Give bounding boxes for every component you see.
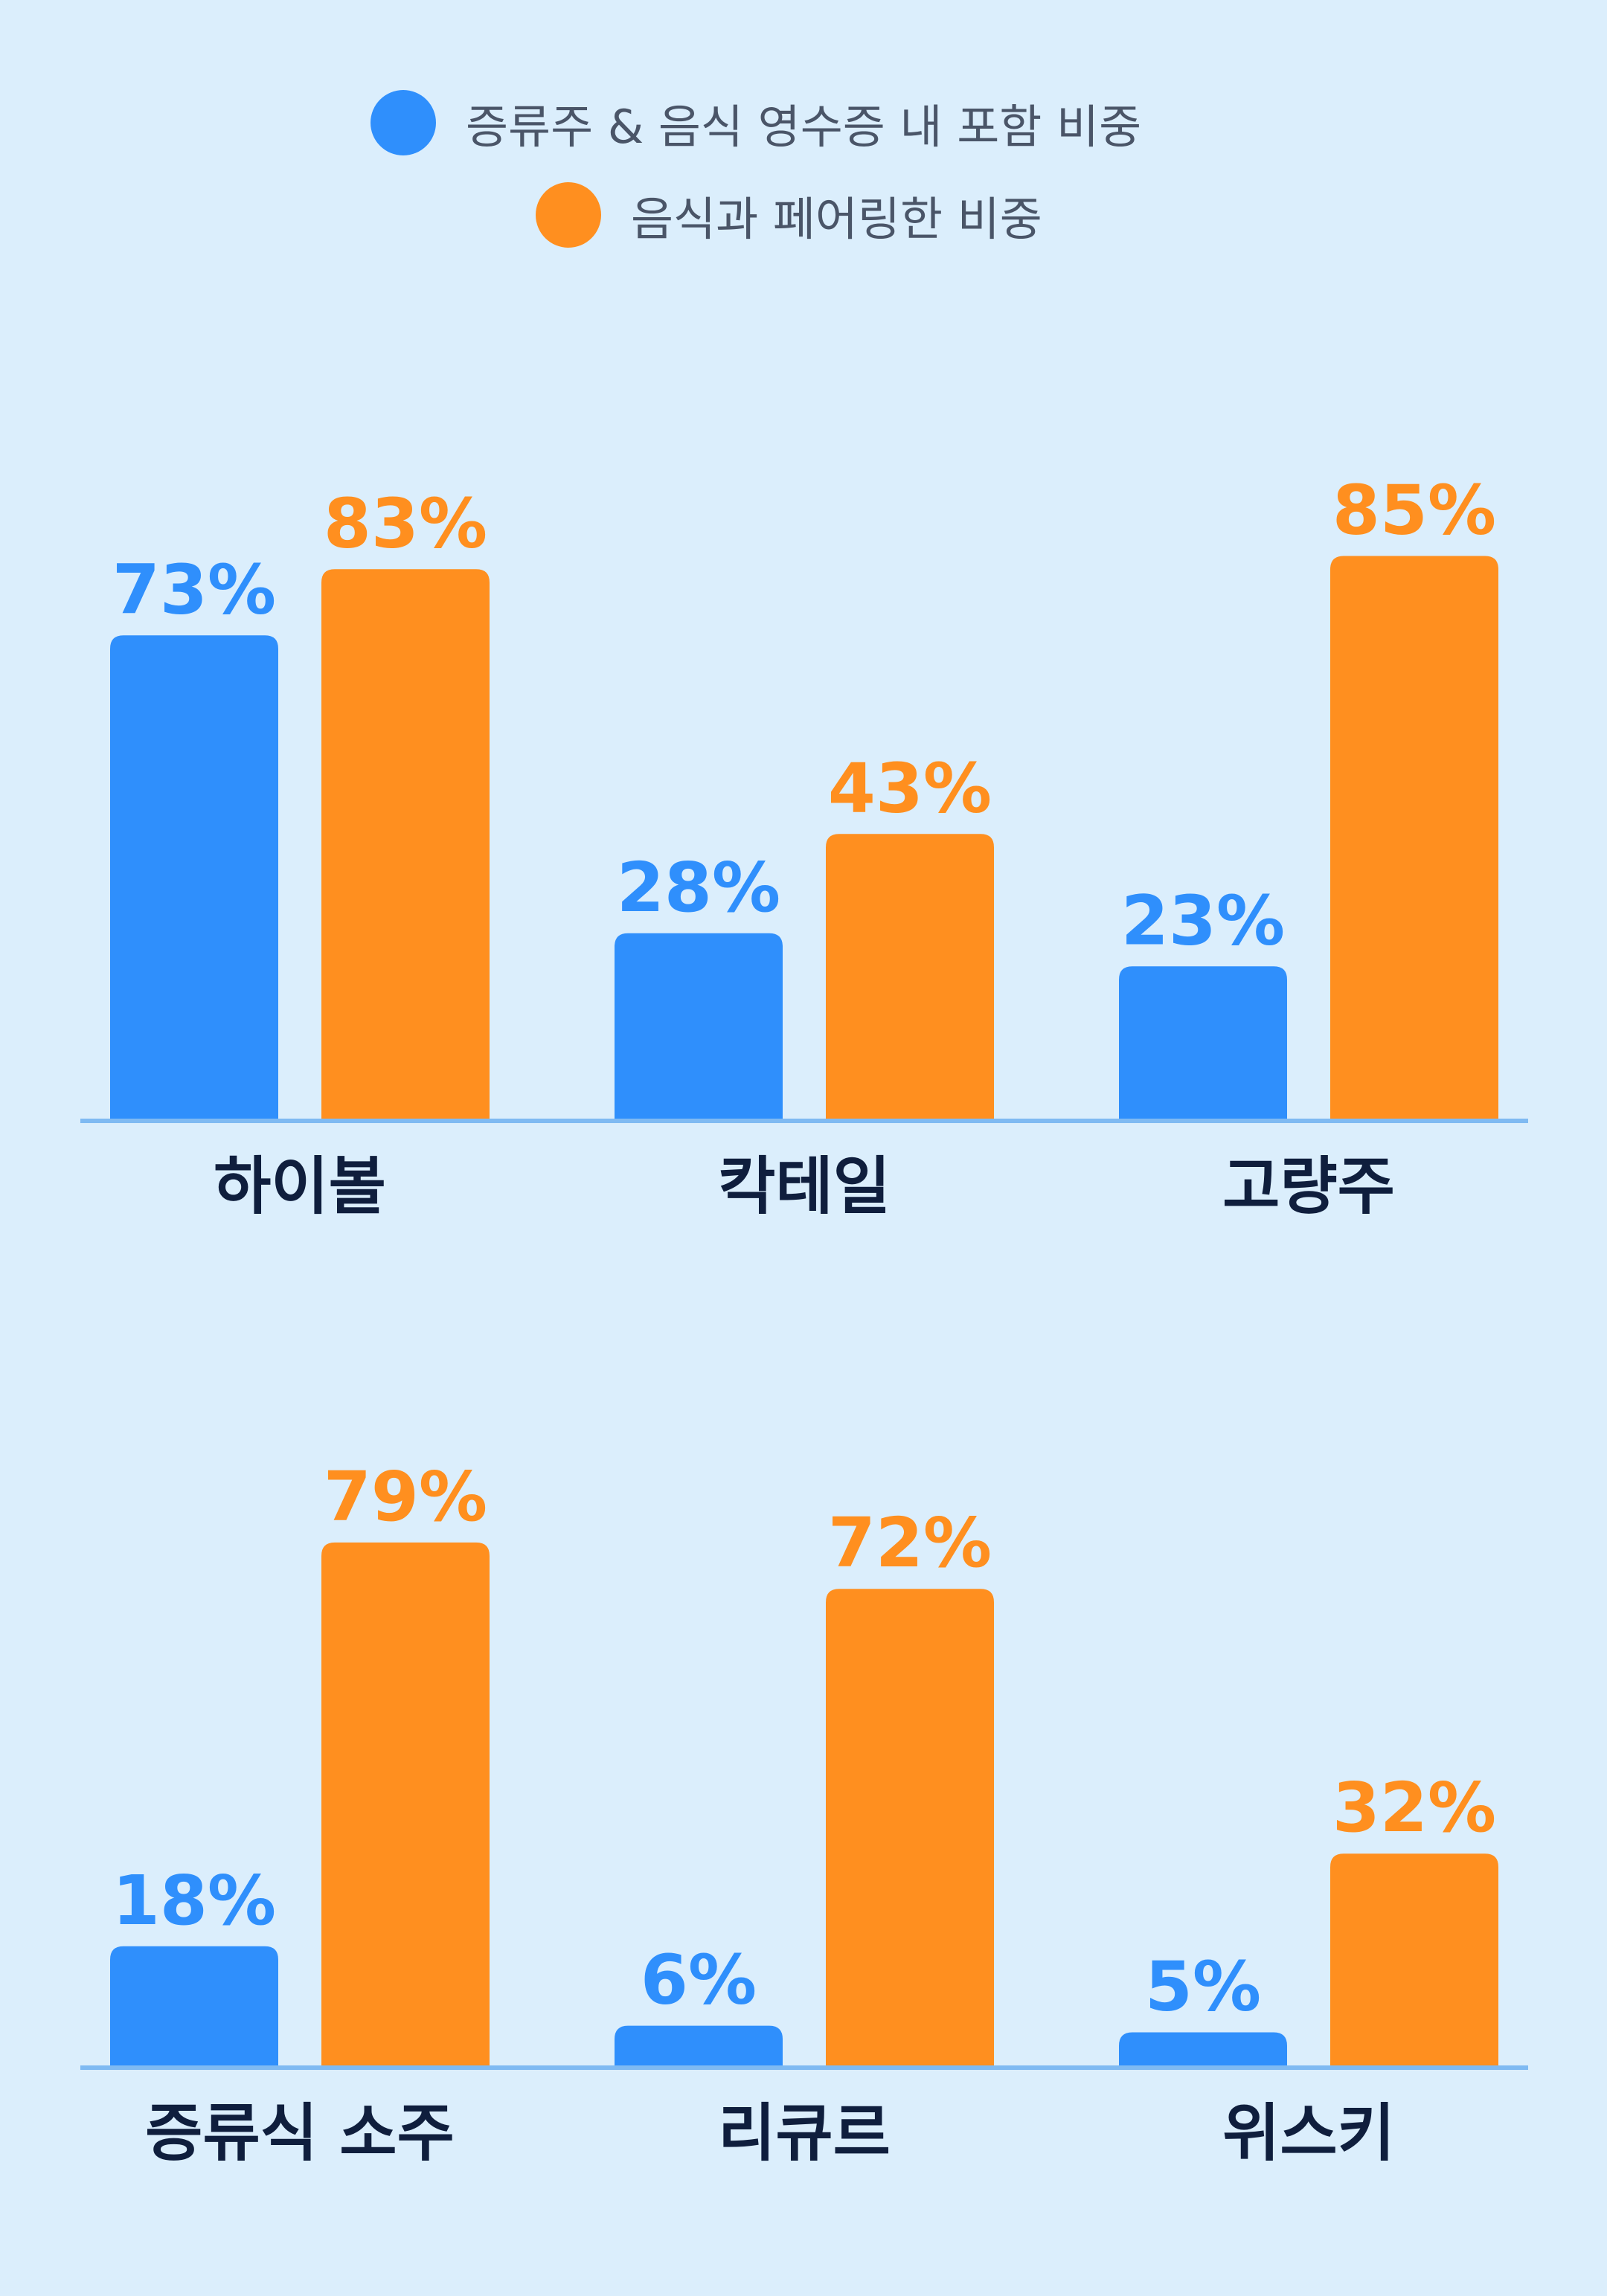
bar-orange-4	[826, 1589, 994, 2065]
bar-orange-5	[1330, 1853, 1498, 2065]
category-label-2: 고량주	[1222, 1150, 1395, 1223]
data-label-orange-2: 85%	[1332, 471, 1496, 550]
bar-orange-3	[321, 1542, 490, 2065]
category-label-4: 리큐르	[718, 2097, 891, 2170]
category-label-5: 위스키	[1222, 2097, 1395, 2170]
category-label-0: 하이볼	[214, 1150, 386, 1223]
data-label-blue-1: 28%	[617, 848, 780, 927]
data-label-blue-5: 5%	[1145, 1947, 1261, 2027]
legend-label-series-2: 음식과 페어링한 비중	[631, 192, 1042, 246]
data-label-orange-1: 43%	[828, 748, 992, 828]
bar-blue-2	[1119, 966, 1287, 1119]
legend-label-series-1: 증류주 & 음식 영수증 내 포함 비중	[466, 100, 1142, 154]
data-label-orange-3: 79%	[324, 1457, 487, 1537]
data-label-blue-0: 73%	[112, 550, 276, 629]
bar-orange-1	[826, 834, 994, 1119]
data-label-blue-4: 6%	[641, 1940, 757, 2020]
bar-blue-5	[1119, 2032, 1287, 2065]
bar-orange-0	[321, 569, 490, 1119]
legend-item-series-2: 음식과 페어링한 비중	[536, 181, 1042, 248]
legend-swatch-orange	[536, 182, 601, 248]
legend-item-series-1: 증류주 & 음식 영수증 내 포함 비중	[371, 89, 1141, 156]
data-label-orange-4: 72%	[828, 1503, 992, 1583]
data-label-orange-5: 32%	[1332, 1768, 1496, 1848]
data-label-blue-2: 23%	[1121, 881, 1285, 960]
bar-orange-2	[1330, 556, 1498, 1119]
bar-blue-1	[615, 933, 783, 1119]
legend-swatch-blue	[371, 90, 436, 155]
data-label-blue-3: 18%	[112, 1861, 276, 1940]
bar-blue-0	[110, 635, 278, 1119]
bar-blue-4	[615, 2025, 783, 2065]
data-label-orange-0: 83%	[324, 483, 487, 563]
bar-blue-3	[110, 1946, 278, 2065]
category-label-1: 칵테일	[718, 1150, 891, 1223]
category-label-3: 증류식 소주	[145, 2097, 455, 2170]
